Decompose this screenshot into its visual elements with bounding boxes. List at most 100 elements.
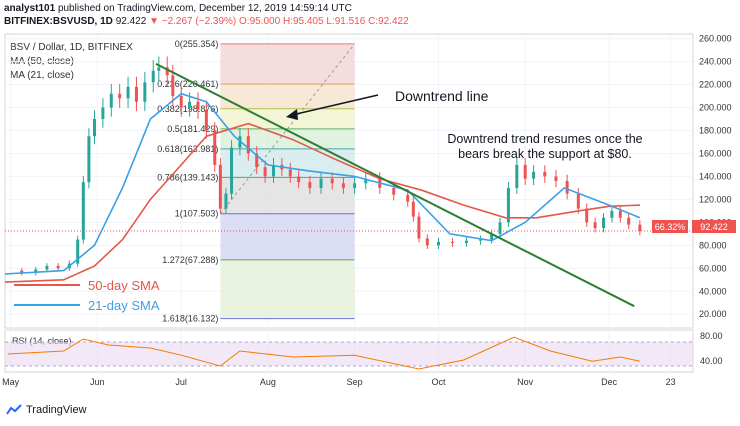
candle-body xyxy=(532,171,536,179)
candle-body xyxy=(464,240,468,244)
time-tick-label: 23 xyxy=(666,377,676,387)
candle-body xyxy=(45,265,49,270)
fib-band xyxy=(220,213,355,260)
candle-body xyxy=(151,70,155,83)
candle-body xyxy=(411,201,415,217)
candle-body xyxy=(271,164,275,177)
ma21-line xyxy=(4,92,641,275)
rsi-tick-80: 80.00 xyxy=(700,331,723,341)
candle-body xyxy=(610,210,614,218)
candle-body xyxy=(543,171,547,177)
candle-body xyxy=(263,167,267,177)
candle-body xyxy=(297,176,301,183)
price-tick-label: 160.000 xyxy=(699,148,732,158)
candle-body xyxy=(34,269,38,273)
candle-body xyxy=(126,86,130,99)
time-axis[interactable]: May Jun Jul Aug Sep Oct Nov Dec 23 xyxy=(2,377,676,387)
time-tick-label: Jun xyxy=(90,377,105,387)
close-value: 92.422 xyxy=(378,16,409,27)
candle-body xyxy=(602,217,606,229)
candle-body xyxy=(255,153,259,168)
price-tick-label: 60.000 xyxy=(699,263,727,273)
price-change: −2.267 (−2.39%) xyxy=(161,16,237,27)
tradingview-logo-icon xyxy=(6,404,22,415)
candle-body xyxy=(87,136,91,183)
time-tick-label: Sep xyxy=(347,377,363,387)
candle-body xyxy=(406,194,410,202)
candle-body xyxy=(392,187,396,195)
candle-body xyxy=(20,270,24,273)
candle-body xyxy=(246,136,250,154)
candlesticks xyxy=(20,56,642,276)
rsi-pane[interactable]: RSI (14, close) 80.00 40.00 xyxy=(5,331,723,370)
candle-body xyxy=(218,164,222,209)
downtrend-label: Downtrend line xyxy=(395,88,489,104)
rsi-band xyxy=(5,342,693,366)
candle-body xyxy=(523,164,527,179)
time-tick-label: Dec xyxy=(601,377,618,387)
candle-body xyxy=(515,164,519,188)
fib-band xyxy=(220,148,355,178)
candle-body xyxy=(101,107,105,119)
price-tick-label: 40.000 xyxy=(699,286,727,296)
candle-body xyxy=(565,181,569,194)
close-label: C: xyxy=(368,16,379,27)
candle-body xyxy=(618,210,622,218)
high-label: H: xyxy=(282,16,293,27)
price-tick-label: 260.000 xyxy=(699,34,732,44)
candle-body xyxy=(230,147,234,194)
candle-body xyxy=(165,67,169,76)
price-tick-label: 140.000 xyxy=(699,171,732,181)
fib-diagonal xyxy=(219,43,355,215)
tradingview-brand: TradingView xyxy=(26,404,87,416)
moving-averages xyxy=(4,92,641,283)
ma50-line xyxy=(4,122,640,283)
time-tick-label: Aug xyxy=(260,377,276,387)
candle-body xyxy=(627,217,631,225)
price-tick-label: 80.000 xyxy=(699,240,727,250)
fib-band xyxy=(220,84,355,109)
fib-band xyxy=(220,128,355,149)
low-label: L: xyxy=(326,16,335,27)
candle-body xyxy=(417,216,421,239)
candle-body xyxy=(554,176,558,181)
fib-level-label: 0.786(139.143) xyxy=(157,172,218,182)
time-tick-label: Nov xyxy=(517,377,534,387)
rsi-tick-40: 40.00 xyxy=(700,356,723,366)
candle-body xyxy=(353,183,357,188)
candle-body xyxy=(364,178,368,184)
tradingview-logo[interactable]: TradingView xyxy=(6,404,87,416)
price-tags: 66.32% 92.422 xyxy=(652,220,736,233)
low-value: 91.516 xyxy=(334,16,366,27)
sma50-legend-label: 50-day SMA xyxy=(88,278,160,293)
candle-body xyxy=(224,193,228,209)
candle-body xyxy=(490,233,494,240)
candle-body xyxy=(308,182,312,188)
rsi-line xyxy=(7,336,641,370)
fib-level-label: 1.618(16.132) xyxy=(162,314,218,324)
legend-title: BSV / Dollar, 1D, BITFINEX xyxy=(10,42,133,53)
price-tick-label: 240.000 xyxy=(699,57,732,67)
fib-level-label: 0.5(181.429) xyxy=(167,124,218,134)
candle-body xyxy=(576,193,580,209)
candle-body xyxy=(319,178,323,188)
price-pane-frame xyxy=(4,33,694,329)
fib-level-label: 1.272(67.288) xyxy=(162,255,218,265)
fib-level-label: 0.236(220.461) xyxy=(157,79,218,89)
note-line-2: bears break the support at $80. xyxy=(458,147,632,161)
time-tick-label: Oct xyxy=(431,377,446,387)
candle-body xyxy=(341,183,345,188)
candle-body xyxy=(81,182,85,240)
price-axis[interactable]: 260.000 240.000 220.000 200.000 180.000 160.0… xyxy=(699,34,732,320)
fib-band xyxy=(220,43,355,85)
price-tick-label: 200.000 xyxy=(699,103,732,113)
candle-body xyxy=(188,101,192,108)
candle-body xyxy=(171,75,175,97)
symbol-name: BITFINEX:BSVUSD, 1D xyxy=(4,16,113,27)
candle-body xyxy=(593,222,597,229)
fib-band xyxy=(220,259,355,319)
candle-body xyxy=(498,222,502,234)
sma21-legend-label: 21-day SMA xyxy=(88,298,160,313)
time-tick-label: Jul xyxy=(175,377,187,387)
